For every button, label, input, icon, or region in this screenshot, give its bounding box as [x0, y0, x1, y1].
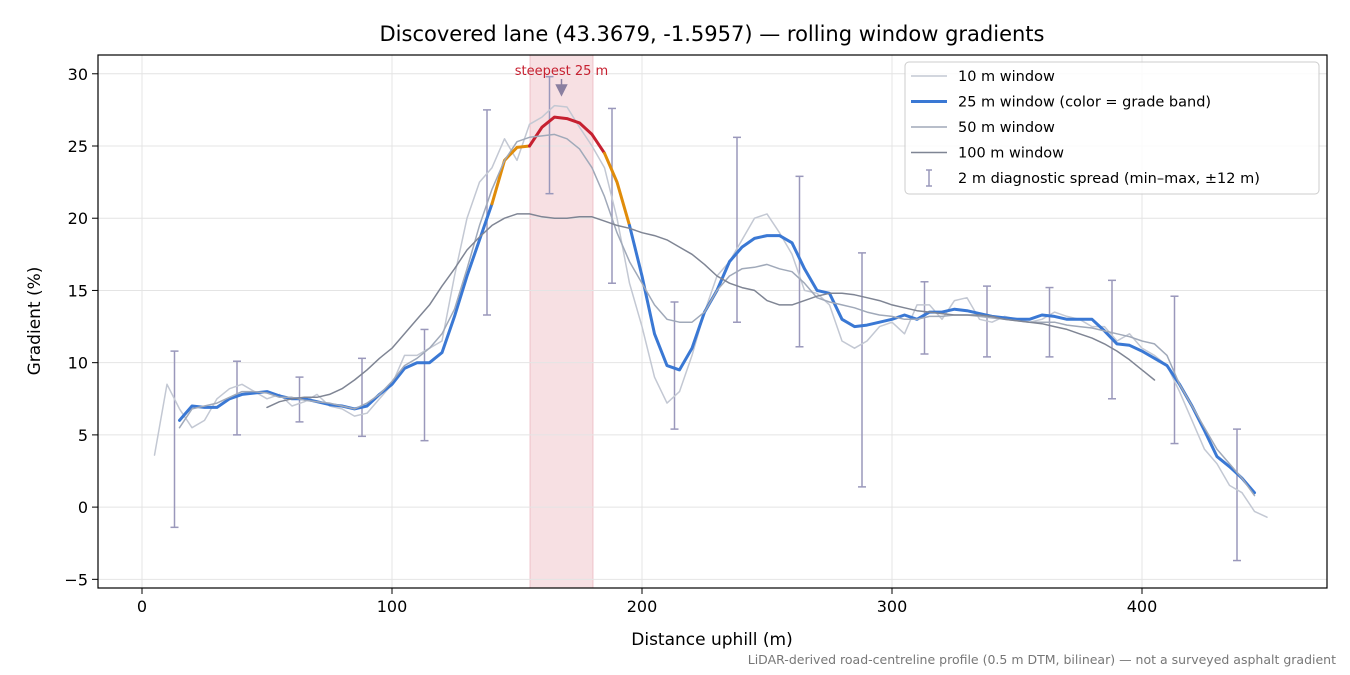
- error-bar: [170, 350, 179, 529]
- legend-box: [904, 61, 1320, 195]
- y-tick-label: 10: [68, 354, 88, 373]
- chart-title: Discovered lane (43.3679, -1.5957) — rol…: [380, 22, 1045, 46]
- error-bar: [670, 301, 679, 430]
- x-tick-label: 400: [1127, 597, 1158, 616]
- error-bar: [1170, 295, 1179, 445]
- series-line: [178, 133, 1256, 497]
- error-bar: [358, 357, 366, 438]
- x-tick-label: 300: [877, 597, 908, 616]
- legend-label: 10 m window: [958, 69, 1055, 85]
- error-bar: [420, 328, 429, 442]
- legend-label: 50 m window: [958, 120, 1055, 136]
- error-bar: [1233, 428, 1241, 562]
- series-line: [628, 223, 1256, 495]
- x-tick-label: 100: [377, 597, 408, 616]
- y-tick-label: 30: [68, 65, 88, 84]
- y-tick-label: 15: [68, 281, 88, 300]
- highlight-span: [529, 54, 594, 589]
- y-axis-label: Gradient (%): [25, 267, 45, 376]
- x-tick-label: 0: [137, 597, 147, 616]
- series-line: [490, 144, 531, 206]
- error-bar: [233, 360, 241, 436]
- x-axis-label: Distance uphill (m): [631, 630, 792, 650]
- error-bar: [733, 136, 741, 323]
- legend-swatch: [926, 169, 932, 187]
- error-bar: [483, 109, 491, 316]
- series-line: [266, 213, 1156, 409]
- series-line: [528, 115, 606, 155]
- footnote: LiDAR-derived road-centreline profile (0…: [748, 652, 1336, 667]
- series-line: [603, 151, 631, 227]
- y-tick-label: 25: [68, 137, 88, 156]
- highlight-label: steepest 25 m: [515, 64, 608, 79]
- y-tick-label: 20: [68, 209, 88, 228]
- x-tick-label: 200: [627, 597, 658, 616]
- highlight-arrow: [555, 79, 568, 97]
- legend-label: 2 m diagnostic spread (min–max, ±12 m): [958, 171, 1260, 187]
- plot-frame: [97, 54, 1328, 589]
- legend-label: 25 m window (color = grade band): [958, 95, 1211, 111]
- y-tick-label: −5: [64, 570, 88, 589]
- legend-label: 100 m window: [958, 146, 1064, 162]
- error-bar: [858, 252, 866, 488]
- y-tick-label: 0: [78, 498, 88, 517]
- y-tick-label: 5: [78, 426, 88, 445]
